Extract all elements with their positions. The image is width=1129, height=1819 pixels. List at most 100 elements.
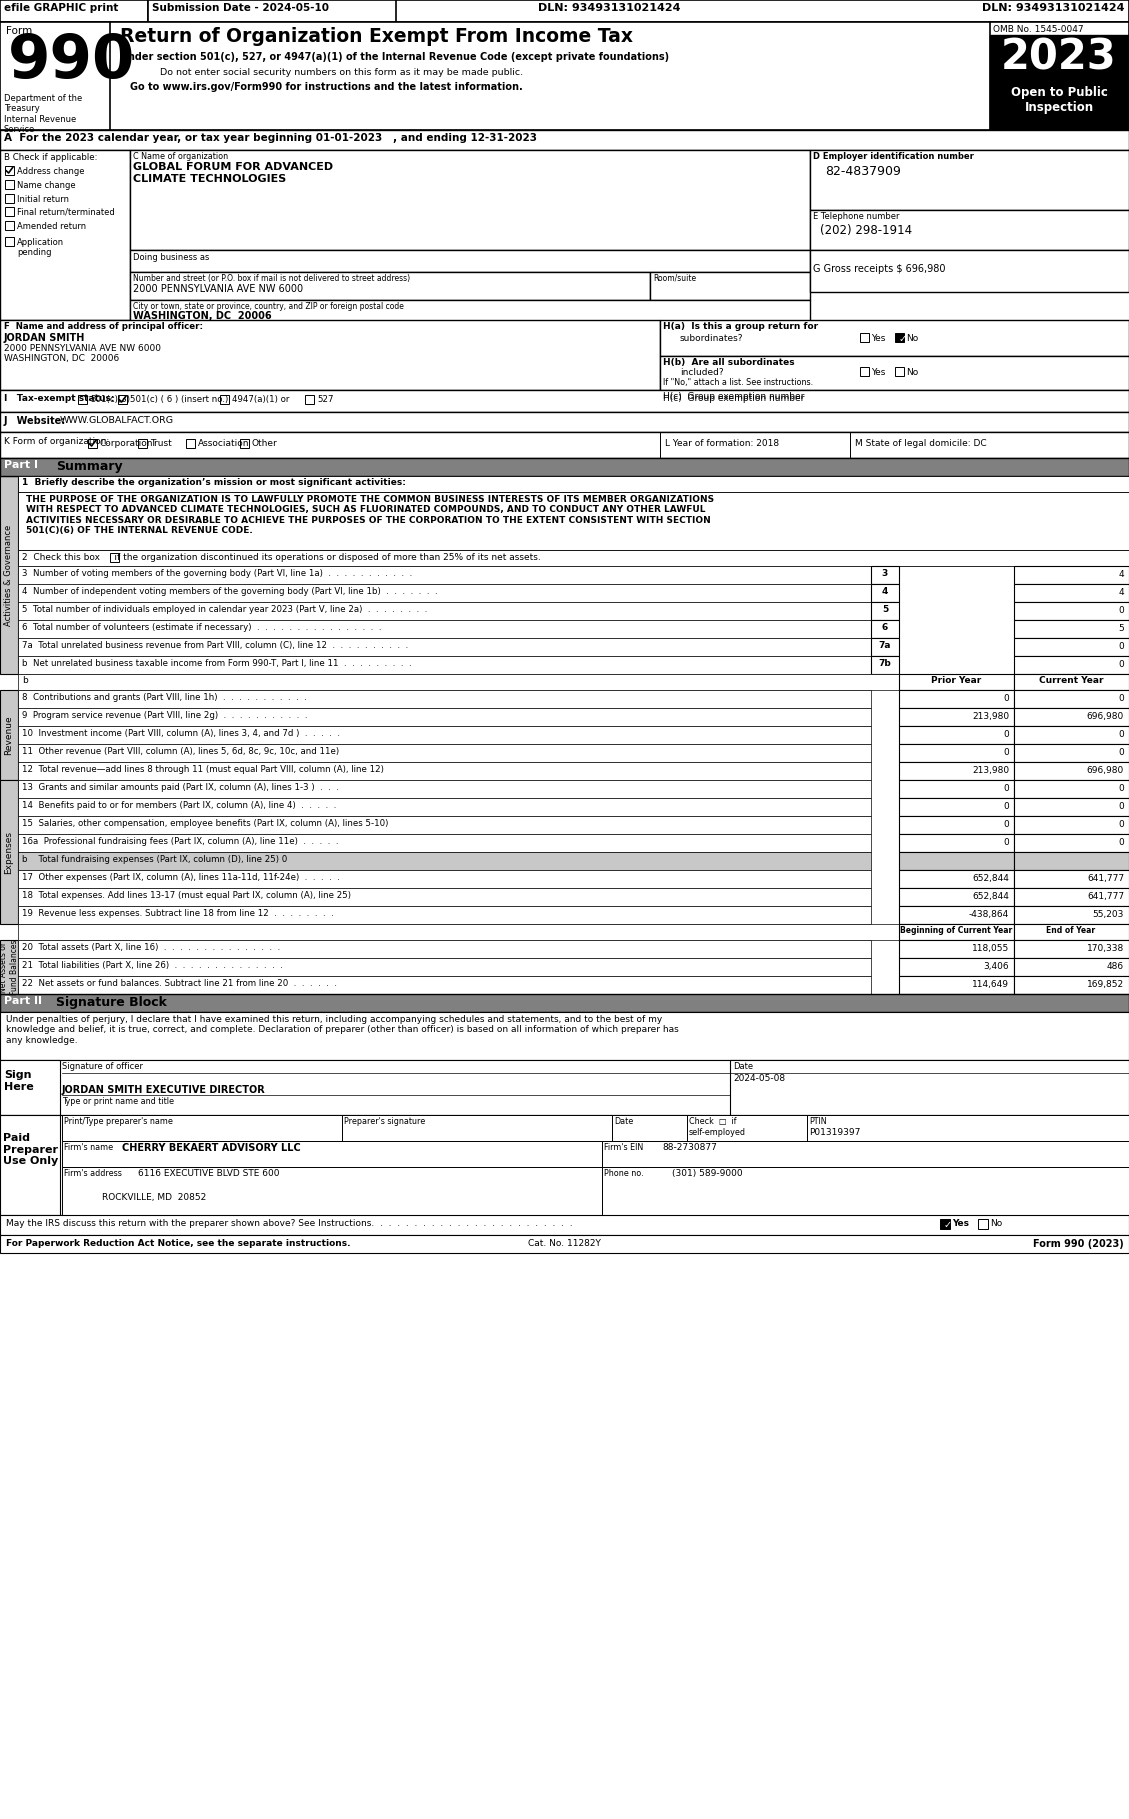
Text: 114,649: 114,649 <box>972 980 1009 990</box>
Bar <box>1014 638 1129 657</box>
Text: 4: 4 <box>1119 569 1124 578</box>
Text: 4  Number of independent voting members of the governing body (Part VI, line 1b): 4 Number of independent voting members o… <box>21 588 438 597</box>
Text: D Employer identification number: D Employer identification number <box>813 153 974 162</box>
Bar <box>1014 566 1129 584</box>
Bar <box>18 799 870 817</box>
Bar <box>899 833 1014 851</box>
Bar <box>1014 675 1129 689</box>
Bar <box>0 940 18 993</box>
Bar <box>119 395 126 404</box>
Text: 7a: 7a <box>878 640 891 649</box>
Text: Paid
Preparer
Use Only: Paid Preparer Use Only <box>3 1133 59 1166</box>
Bar <box>688 1115 807 1141</box>
Text: 0: 0 <box>1004 748 1009 757</box>
Text: 6116 EXECUTIVE BLVD STE 600: 6116 EXECUTIVE BLVD STE 600 <box>138 1170 280 1179</box>
Text: -438,864: -438,864 <box>969 910 1009 919</box>
Text: Print/Type preparer's name: Print/Type preparer's name <box>64 1117 173 1126</box>
Text: Prior Year: Prior Year <box>931 677 981 686</box>
Bar <box>0 1060 60 1115</box>
Text: 696,980: 696,980 <box>1087 711 1124 720</box>
Text: 213,980: 213,980 <box>972 766 1009 775</box>
Text: Preparer's signature: Preparer's signature <box>344 1117 426 1126</box>
Bar <box>899 799 1014 817</box>
Bar <box>0 477 18 675</box>
Text: 4947(a)(1) or: 4947(a)(1) or <box>231 395 289 404</box>
Bar <box>0 1115 1129 1215</box>
Bar <box>18 549 1129 566</box>
Text: Beginning of Current Year: Beginning of Current Year <box>900 926 1012 935</box>
Text: Sign
Here: Sign Here <box>5 1070 34 1091</box>
Bar <box>220 395 229 404</box>
Text: Address change: Address change <box>17 167 85 176</box>
Text: 0: 0 <box>1004 695 1009 702</box>
Text: 0: 0 <box>1118 748 1124 757</box>
Text: 0: 0 <box>1118 642 1124 651</box>
Text: 15  Salaries, other compensation, employee benefits (Part IX, column (A), lines : 15 Salaries, other compensation, employe… <box>21 819 388 828</box>
Bar <box>130 249 809 273</box>
Bar <box>5 220 14 229</box>
Text: Firm's name: Firm's name <box>64 1142 113 1151</box>
Text: Amended return: Amended return <box>17 222 86 231</box>
Bar <box>0 129 1129 149</box>
Text: No: No <box>905 335 918 344</box>
Text: JORDAN SMITH EXECUTIVE DIRECTOR: JORDAN SMITH EXECUTIVE DIRECTOR <box>62 1084 265 1095</box>
Bar <box>899 708 1014 726</box>
Bar <box>0 389 1129 411</box>
Bar <box>602 1168 1129 1215</box>
Bar <box>1014 959 1129 977</box>
Bar <box>5 236 14 246</box>
Text: Yes: Yes <box>952 1219 969 1228</box>
Bar <box>18 906 870 924</box>
Text: May the IRS discuss this return with the preparer shown above? See Instructions.: May the IRS discuss this return with the… <box>6 1219 572 1228</box>
Text: ROCKVILLE, MD  20852: ROCKVILLE, MD 20852 <box>102 1193 207 1202</box>
Text: 0: 0 <box>1004 784 1009 793</box>
Bar <box>148 0 396 22</box>
Text: Date: Date <box>614 1117 633 1126</box>
Text: Type or print name and title: Type or print name and title <box>62 1097 174 1106</box>
Text: Current Year: Current Year <box>1039 677 1103 686</box>
Text: 18  Total expenses. Add lines 13-17 (must equal Part IX, column (A), line 25): 18 Total expenses. Add lines 13-17 (must… <box>21 891 351 900</box>
Text: 0: 0 <box>1118 839 1124 848</box>
Bar <box>860 367 869 377</box>
Text: 82-4837909: 82-4837909 <box>825 166 901 178</box>
Text: For Paperwork Reduction Act Notice, see the separate instructions.: For Paperwork Reduction Act Notice, see … <box>6 1239 350 1248</box>
Bar <box>660 320 1129 357</box>
Text: 501(c)(3): 501(c)(3) <box>90 395 130 404</box>
Bar <box>0 1235 1129 1253</box>
Text: 0: 0 <box>1118 784 1124 793</box>
Text: 11  Other revenue (Part VIII, column (A), lines 5, 6d, 8c, 9c, 10c, and 11e): 11 Other revenue (Part VIII, column (A),… <box>21 748 339 757</box>
Bar <box>5 195 14 204</box>
Bar <box>899 851 1014 869</box>
Bar <box>88 438 97 447</box>
Text: H(a)  Is this a group return for: H(a) Is this a group return for <box>663 322 819 331</box>
Text: F  Name and address of principal officer:: F Name and address of principal officer: <box>5 322 203 331</box>
Bar <box>899 924 1014 940</box>
Text: DLN: 93493131021424: DLN: 93493131021424 <box>982 4 1124 13</box>
Bar <box>18 584 870 602</box>
Bar <box>0 0 148 22</box>
Bar <box>0 458 1129 477</box>
Bar <box>1014 833 1129 851</box>
Bar <box>62 1168 602 1215</box>
Text: Other: Other <box>252 438 278 447</box>
Text: Yes: Yes <box>870 367 885 377</box>
Text: Go to www.irs.gov/Form990 for instructions and the latest information.: Go to www.irs.gov/Form990 for instructio… <box>130 82 523 93</box>
Bar <box>0 411 1129 431</box>
Text: 0: 0 <box>1004 820 1009 829</box>
Text: included?: included? <box>680 367 724 377</box>
Text: CHERRY BEKAERT ADVISORY LLC: CHERRY BEKAERT ADVISORY LLC <box>122 1142 300 1153</box>
Text: Activities & Governance: Activities & Governance <box>5 524 14 626</box>
Bar <box>18 924 899 940</box>
Bar <box>1014 851 1129 869</box>
Text: Department of the
Treasury
Internal Revenue
Service: Department of the Treasury Internal Reve… <box>5 95 82 135</box>
Text: GLOBAL FORUM FOR ADVANCED
CLIMATE TECHNOLOGIES: GLOBAL FORUM FOR ADVANCED CLIMATE TECHNO… <box>133 162 333 184</box>
Text: 0: 0 <box>1118 606 1124 615</box>
Bar <box>978 1219 988 1230</box>
Bar <box>899 675 1014 689</box>
Text: subordinates?: subordinates? <box>680 335 744 344</box>
Bar <box>18 959 870 977</box>
Text: 17  Other expenses (Part IX, column (A), lines 11a-11d, 11f-24e)  .  .  .  .  .: 17 Other expenses (Part IX, column (A), … <box>21 873 340 882</box>
Text: Trust: Trust <box>150 438 172 447</box>
Text: Summary: Summary <box>56 460 123 473</box>
Text: 9  Program service revenue (Part VIII, line 2g)  .  .  .  .  .  .  .  .  .  .  .: 9 Program service revenue (Part VIII, li… <box>21 711 307 720</box>
